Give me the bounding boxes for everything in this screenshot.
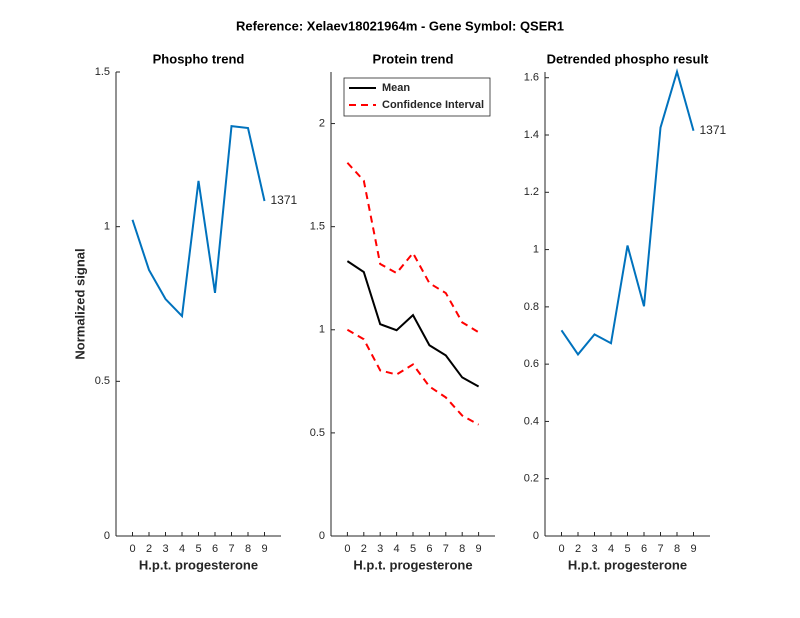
x-tick-label: 6 [212,543,218,555]
x-axis-label: H.p.t. progesterone [568,557,687,572]
x-tick-label: 5 [624,543,630,555]
y-tick-label: 1.2 [524,186,539,198]
y-tick-label: 0.6 [524,358,539,370]
series-line [560,68,695,357]
x-tick-label: 5 [410,543,416,555]
end-label: 1371 [700,123,727,137]
y-axis-label: Normalized signal [72,248,87,359]
x-tick-label: 2 [361,543,367,555]
y-tick-label: 1 [533,243,539,255]
legend-box [343,77,491,117]
x-tick-label: 8 [459,543,465,555]
chart-title: Protein trend [373,51,454,66]
y-tick-label: 0 [104,530,110,542]
legend-label: Confidence Interval [382,99,484,111]
x-tick-label: 9 [261,543,267,555]
y-tick-label: 0.2 [524,473,539,485]
x-tick-label: 9 [690,543,696,555]
x-tick-label: 0 [558,543,564,555]
series-line [346,328,480,426]
figure-title: Reference: Xelaev18021964m - Gene Symbol… [236,18,564,33]
y-tick-label: 1 [104,221,110,233]
x-tick-label: 3 [377,543,383,555]
x-tick-label: 9 [476,543,482,555]
y-tick-label: 2 [319,117,325,129]
x-tick-label: 4 [608,543,614,555]
x-axis-label: H.p.t. progesterone [353,557,472,572]
x-tick-label: 7 [228,543,234,555]
x-tick-label: 0 [344,543,350,555]
series-line [131,125,266,319]
x-tick-label: 4 [394,543,400,555]
x-tick-label: 7 [657,543,663,555]
x-tick-label: 6 [426,543,432,555]
x-tick-label: 3 [591,543,597,555]
x-tick-label: 3 [162,543,168,555]
end-label: 1371 [271,193,298,207]
series-line [346,162,480,334]
x-tick-label: 8 [245,543,251,555]
y-tick-label: 0.5 [310,427,325,439]
y-tick-label: 1.4 [524,129,539,141]
x-tick-label: 7 [443,543,449,555]
y-tick-label: 1.5 [95,66,110,78]
x-tick-label: 5 [195,543,201,555]
chart-title: Detrended phospho result [547,51,709,66]
y-tick-label: 1.6 [524,72,539,84]
series-line [346,260,480,388]
x-tick-label: 2 [575,543,581,555]
x-tick-label: 0 [129,543,135,555]
legend-label: Mean [382,82,410,94]
y-tick-label: 0 [533,530,539,542]
y-tick-label: 0.5 [95,375,110,387]
x-tick-label: 6 [641,543,647,555]
chart-title: Phospho trend [153,51,245,66]
y-tick-label: 1.5 [310,221,325,233]
y-tick-label: 1 [319,324,325,336]
y-tick-label: 0.4 [524,415,539,427]
y-tick-label: 0 [319,530,325,542]
x-tick-label: 4 [179,543,185,555]
x-axis-label: H.p.t. progesterone [139,557,258,572]
x-tick-label: 2 [146,543,152,555]
x-tick-label: 8 [674,543,680,555]
y-tick-label: 0.8 [524,301,539,313]
